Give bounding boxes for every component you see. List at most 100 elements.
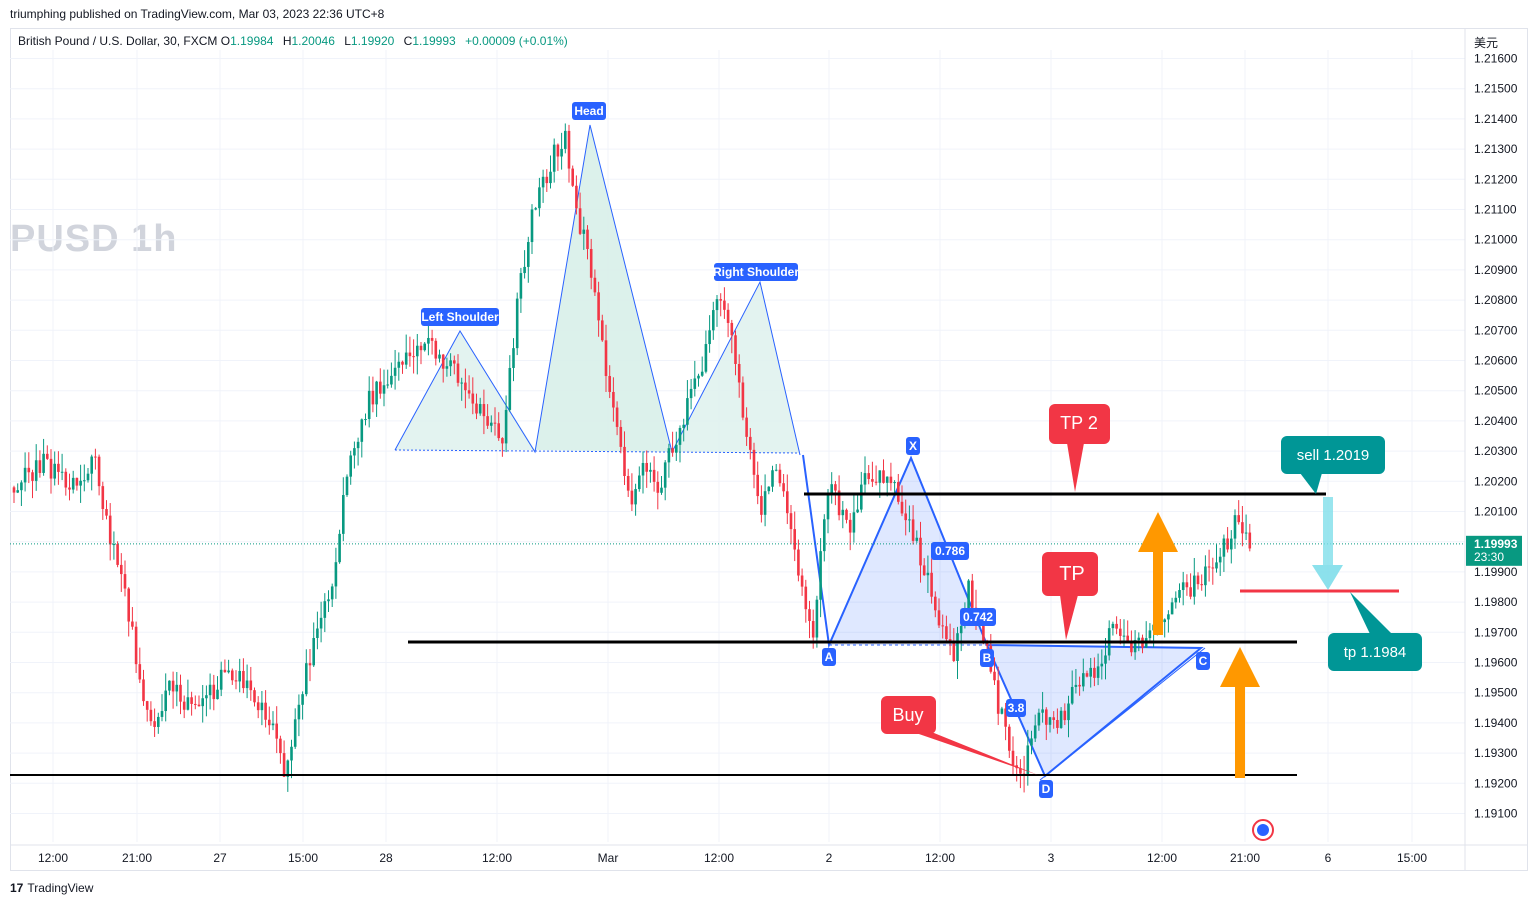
candle-body bbox=[930, 572, 933, 597]
candle-body bbox=[715, 299, 719, 311]
candle-body bbox=[1130, 642, 1133, 653]
candle bbox=[271, 711, 275, 731]
candle bbox=[693, 360, 697, 397]
candle-body bbox=[342, 495, 345, 534]
candle bbox=[619, 420, 623, 454]
candle-body bbox=[697, 375, 700, 379]
price-tick-label: 1.21000 bbox=[1474, 233, 1518, 247]
candle bbox=[527, 236, 530, 283]
candle-body bbox=[615, 407, 619, 427]
candle bbox=[23, 452, 27, 492]
candle bbox=[1163, 618, 1166, 638]
candle-body bbox=[1119, 628, 1122, 636]
head-label-text: Head bbox=[574, 104, 603, 118]
candle-body bbox=[734, 335, 737, 365]
tradingview-footer: 17 TradingView bbox=[10, 881, 93, 895]
candle-body bbox=[138, 664, 142, 680]
candle-body bbox=[179, 684, 182, 702]
candle bbox=[1181, 571, 1185, 606]
candle bbox=[38, 450, 42, 478]
candle-body bbox=[1030, 738, 1033, 746]
candle bbox=[464, 368, 467, 409]
candle-body bbox=[586, 229, 589, 249]
candle-body bbox=[1204, 566, 1207, 586]
candle bbox=[186, 679, 190, 711]
candle-body bbox=[1052, 717, 1055, 720]
candle-body bbox=[1033, 725, 1037, 739]
candle-body bbox=[445, 366, 449, 369]
candle-body bbox=[1122, 635, 1126, 637]
candle-body bbox=[323, 601, 327, 618]
candle bbox=[445, 357, 449, 377]
ohlc-key: L bbox=[344, 34, 351, 48]
candle-body bbox=[290, 746, 293, 761]
candle-body bbox=[675, 444, 678, 453]
candle bbox=[356, 437, 360, 466]
candle bbox=[623, 431, 626, 486]
candle-body bbox=[763, 491, 767, 515]
candle bbox=[53, 451, 56, 486]
time-tick-label: 3 bbox=[1048, 851, 1055, 865]
candle-body bbox=[578, 208, 582, 234]
price-tick-label: 1.20800 bbox=[1474, 293, 1518, 307]
candle-body bbox=[1189, 587, 1192, 597]
candle-body bbox=[60, 471, 64, 473]
candle bbox=[686, 380, 689, 431]
orange-up-arrow-1-head bbox=[1138, 512, 1178, 552]
candle-body bbox=[131, 621, 134, 627]
candle bbox=[1222, 534, 1226, 572]
candle bbox=[260, 690, 264, 726]
candle bbox=[449, 353, 452, 377]
candle bbox=[700, 356, 704, 377]
buy-pointer bbox=[916, 733, 1038, 775]
candle bbox=[793, 511, 796, 562]
candle-body bbox=[571, 168, 574, 186]
candle bbox=[996, 666, 1000, 726]
candle-body bbox=[297, 704, 301, 720]
candle bbox=[897, 473, 900, 505]
candle-body bbox=[630, 490, 634, 505]
candle-body bbox=[971, 580, 974, 608]
candle bbox=[634, 483, 637, 516]
candle bbox=[967, 579, 970, 612]
candle bbox=[1244, 514, 1248, 541]
candle-body bbox=[231, 670, 234, 681]
candle bbox=[767, 486, 771, 495]
candle-body bbox=[493, 422, 497, 424]
candle-body bbox=[608, 376, 611, 392]
candle-body bbox=[497, 423, 500, 439]
candle bbox=[1067, 695, 1070, 738]
time-tick-label: 6 bbox=[1325, 851, 1332, 865]
time-tick-label: 15:00 bbox=[1397, 851, 1427, 865]
candle-body bbox=[171, 680, 175, 692]
candle-body bbox=[486, 416, 489, 426]
time-tick-label: 21:00 bbox=[1230, 851, 1260, 865]
candle-body bbox=[726, 309, 730, 323]
candle-body bbox=[926, 572, 930, 576]
tp-target-pointer bbox=[1350, 592, 1392, 634]
candle bbox=[626, 468, 630, 497]
candle-body bbox=[782, 483, 785, 492]
candle-body bbox=[449, 360, 452, 367]
candle-body bbox=[145, 701, 149, 710]
candle bbox=[930, 558, 933, 604]
candle-body bbox=[1126, 635, 1129, 643]
candle bbox=[456, 354, 460, 387]
candle bbox=[597, 281, 600, 337]
candle-body bbox=[1226, 538, 1229, 550]
candle bbox=[830, 472, 833, 504]
candle bbox=[205, 685, 208, 717]
candle bbox=[345, 474, 349, 497]
candle bbox=[523, 250, 526, 279]
candle-body bbox=[1082, 673, 1085, 687]
ohlc-value: 1.19984 bbox=[230, 34, 274, 48]
candle-body bbox=[34, 460, 38, 481]
candle-body bbox=[1008, 726, 1011, 751]
candle-body bbox=[519, 273, 523, 299]
ohlc-key: H bbox=[282, 34, 292, 48]
buy-box bbox=[881, 696, 936, 734]
candle bbox=[708, 315, 711, 353]
candle bbox=[238, 658, 241, 693]
candle-body bbox=[142, 679, 145, 702]
